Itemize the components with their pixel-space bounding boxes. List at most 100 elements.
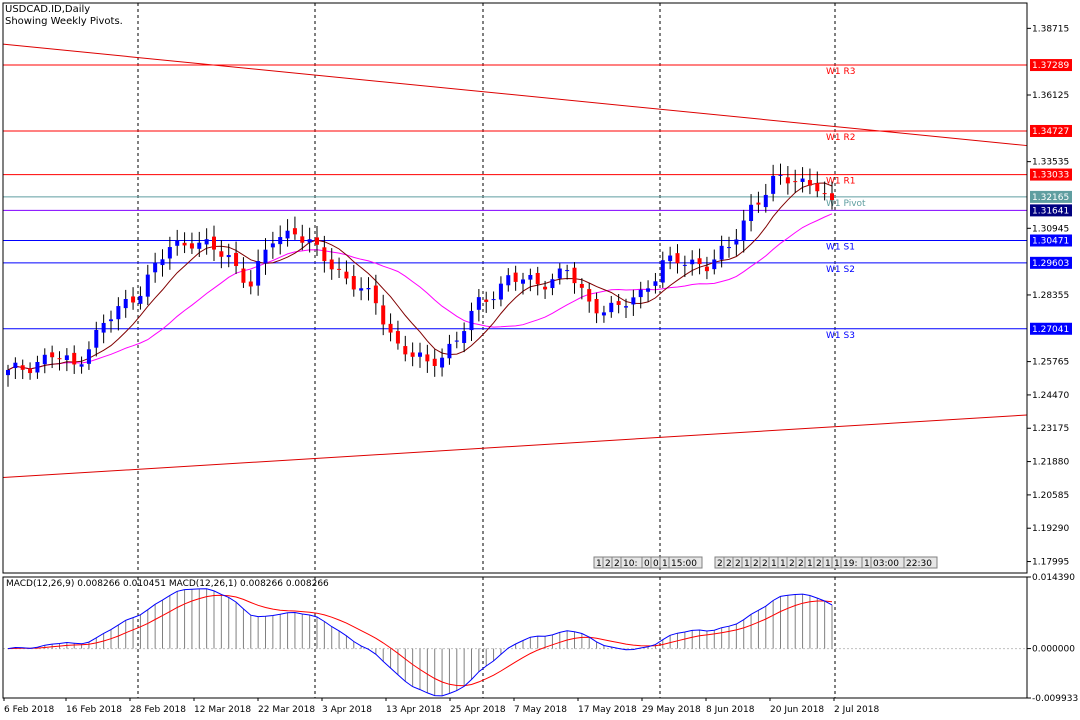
candle-body <box>116 306 121 320</box>
candle-body <box>609 302 614 313</box>
macd-main-line <box>7 588 833 697</box>
candle-body <box>418 352 422 357</box>
candle-body <box>763 194 768 208</box>
candle-body <box>359 288 364 291</box>
pivot-value-label: 1.33033 <box>1032 171 1069 181</box>
current-price-label: 1.31641 <box>1032 206 1069 216</box>
time-strip-right-cell-label: 2 <box>789 559 795 569</box>
candle-body <box>197 242 202 249</box>
candle-body <box>771 175 776 194</box>
candle-body <box>668 255 673 262</box>
candle-body <box>123 299 128 309</box>
candle-body <box>366 287 371 290</box>
candle-body <box>307 239 312 243</box>
date-axis-label: 28 Feb 2018 <box>130 705 186 715</box>
date-axis-label: 29 May 2018 <box>642 705 701 715</box>
candle-body <box>270 243 275 248</box>
time-strip-right-cell-label: 2 <box>798 559 804 569</box>
candle-body <box>469 310 474 331</box>
time-strip-right-cell-label: 1 <box>825 559 831 569</box>
pivot-value-box <box>1030 59 1072 72</box>
candle-body <box>94 330 99 348</box>
candle-body <box>653 281 658 286</box>
candle-body <box>381 305 386 325</box>
pivot-value-box <box>1030 256 1072 269</box>
date-axis-label: 17 May 2018 <box>578 705 637 715</box>
candle-body <box>167 247 172 259</box>
date-axis-label: 12 Mar 2018 <box>194 705 251 715</box>
candle-body <box>79 364 84 367</box>
current-price-box <box>1030 204 1072 217</box>
time-strip-right-cell-label: 2 <box>735 559 741 569</box>
price-axis-label: 1.25765 <box>1032 358 1069 368</box>
candle-body <box>388 323 393 333</box>
candle-body <box>572 267 577 284</box>
candle-body <box>344 271 349 279</box>
price-axis-label: 1.21880 <box>1032 458 1069 468</box>
candle-body <box>175 240 180 246</box>
time-strip-right-cell-label: 2 <box>717 559 723 569</box>
candle-body <box>822 193 827 195</box>
time-strip-right-cell-label: 2 <box>816 559 822 569</box>
candle-body <box>704 266 709 272</box>
candle-body <box>513 272 518 282</box>
date-axis-label: 8 Jun 2018 <box>706 705 755 715</box>
pivot-value-box <box>1030 234 1072 247</box>
price-axis-label: 1.24470 <box>1032 391 1069 401</box>
candle-body <box>263 249 268 264</box>
time-strip-right-cell-label: 22:30 <box>906 559 932 569</box>
candle-body <box>42 354 47 365</box>
chart-subtitle: Showing Weekly Pivots. <box>5 16 123 27</box>
candle-body <box>579 283 584 288</box>
candle-body <box>182 242 187 246</box>
candle-body <box>373 285 378 304</box>
time-strip-right-cell <box>903 556 938 569</box>
pivot-value-box <box>1030 190 1072 203</box>
candle-body <box>226 255 231 258</box>
candle-body <box>138 295 143 304</box>
candle-body <box>587 289 592 302</box>
pivot-value-label: 1.29603 <box>1032 259 1069 269</box>
candle-body <box>256 261 261 286</box>
candle-body <box>785 177 790 184</box>
candle-body <box>241 268 246 283</box>
date-axis-label: 16 Feb 2018 <box>66 705 122 715</box>
candle-body <box>278 237 283 245</box>
pivot-label: W1 S1 <box>826 242 855 252</box>
candle-body <box>351 276 356 290</box>
candle-body <box>498 283 503 300</box>
candle-body <box>440 357 445 368</box>
pivot-label: W1 R3 <box>826 67 855 77</box>
price-axis-label: 1.28355 <box>1032 291 1069 301</box>
price-axis-label: 1.20585 <box>1032 491 1069 501</box>
candle-body <box>793 181 798 183</box>
candle-body <box>550 279 555 289</box>
time-strip-right-cell-label: 2 <box>726 559 732 569</box>
candle-body <box>646 288 651 292</box>
price-axis-label: 1.36125 <box>1032 91 1069 101</box>
pivot-value-label: 1.27041 <box>1032 325 1069 335</box>
candle-body <box>292 228 297 235</box>
candle-body <box>20 365 25 370</box>
pivot-label: W1 S3 <box>826 331 855 341</box>
pivot-value-box <box>1030 322 1072 335</box>
candle-body <box>337 268 342 270</box>
candle-body <box>741 220 746 242</box>
candle-body <box>697 258 702 265</box>
date-axis-label: 6 Feb 2018 <box>4 705 55 715</box>
candle-body <box>234 252 239 267</box>
macd-label: MACD(12,26,9) 0.008266 0.010451 MACD(12,… <box>6 579 329 589</box>
time-strip-right-cell-label: 1 <box>834 559 840 569</box>
candle-body <box>219 251 224 257</box>
candle-body <box>675 253 680 264</box>
resistance-trendline <box>2 43 1028 147</box>
date-axis-label: 22 Mar 2018 <box>258 705 315 715</box>
candle-body <box>35 361 40 373</box>
candle-body <box>395 331 400 344</box>
macd-signal-line <box>7 594 833 687</box>
time-strip-right-cell-label: 2 <box>753 559 759 569</box>
macd-axis-label: 0.000000 <box>1032 645 1075 655</box>
candle-body <box>565 270 570 272</box>
